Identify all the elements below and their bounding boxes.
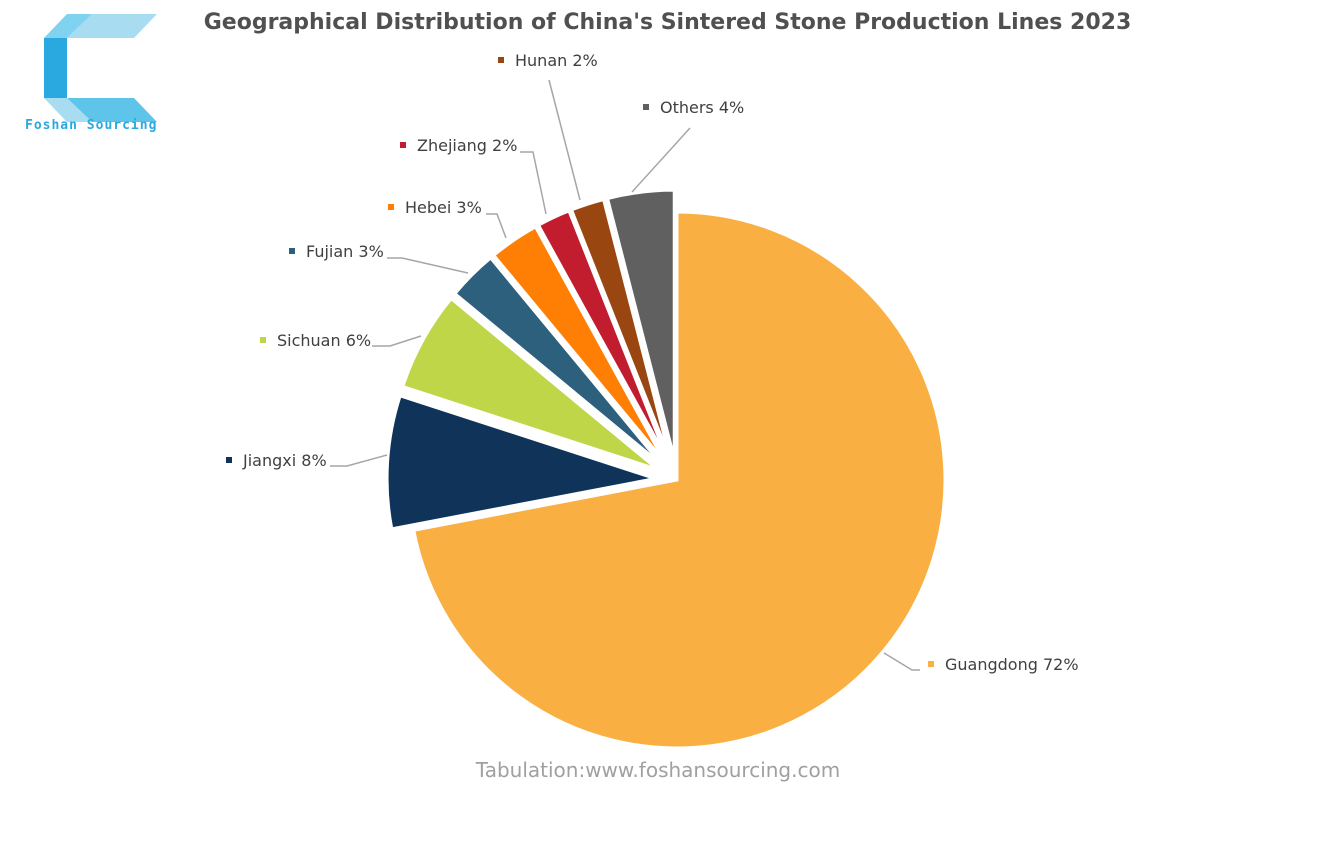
data-label-hunan: Hunan 2% [515,51,598,70]
data-label-zhejiang: Zhejiang 2% [417,136,517,155]
label-marker-sichuan [260,337,266,343]
leader-line-hunan [548,79,581,201]
data-label-others: Others 4% [660,98,744,117]
pie-slice-guangdong [411,210,947,750]
leader-line-hebei [486,213,507,239]
data-label-guangdong: Guangdong 72% [945,655,1079,674]
pie-slice-zhejiang [536,208,670,461]
leader-line-fujian [387,257,469,274]
leader-line-zhejiang [520,151,547,215]
data-label-sichuan: Sichuan 6% [277,331,371,350]
label-marker-jiangxi [226,457,232,463]
data-label-jiangxi: Jiangxi 8% [242,451,327,470]
source-credit: Tabulation:www.foshansourcing.com [475,758,841,782]
label-marker-hebei [388,204,394,210]
data-label-fujian: Fujian 3% [306,242,384,261]
label-marker-fujian [289,248,295,254]
pie-slice-jiangxi [385,393,656,531]
label-marker-guangdong [928,661,934,667]
foshan-sourcing-logo-icon [44,14,157,122]
label-marker-others [643,104,649,110]
pie-slice-others [605,188,676,459]
pie-slice-hebei [491,224,666,463]
label-marker-zhejiang [400,142,406,148]
pie-slice-hunan [569,197,672,460]
data-label-hebei: Hebei 3% [405,198,482,217]
leader-line-sichuan [372,335,422,347]
label-marker-hunan [498,57,504,63]
pie-slice-sichuan [400,296,659,471]
leader-line-others [631,127,691,193]
pie-slice-fujian [452,255,663,466]
logo-text: Foshan Sourcing [25,118,158,133]
chart-title: Geographical Distribution of China's Sin… [203,10,1132,35]
leader-line-jiangxi [330,454,388,467]
leader-line-guangdong [883,652,920,671]
